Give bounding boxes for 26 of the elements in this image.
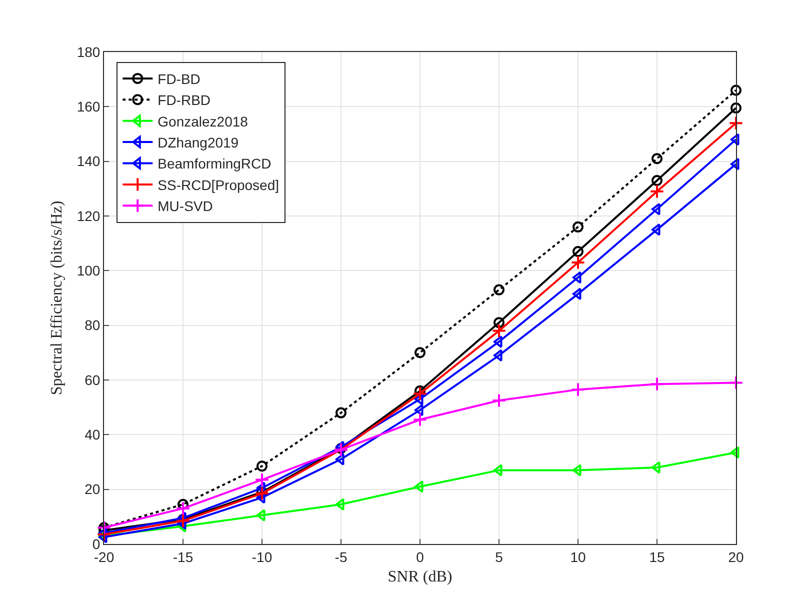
legend-label: Gonzalez2018	[158, 113, 248, 130]
y-tick-label: 100	[76, 262, 100, 279]
x-axis-title: SNR (dB)	[388, 568, 452, 586]
x-tick-label: 15	[649, 548, 665, 565]
y-tick-label: 60	[84, 372, 100, 388]
x-tick-label: -15	[172, 548, 194, 565]
legend-label: BeamformingRCD	[158, 156, 272, 172]
x-tick-label: 10	[570, 548, 586, 565]
legend-label: SS-RCD[Proposed]	[158, 176, 280, 193]
legend-label: FD-BD	[158, 70, 200, 87]
y-tick-label: 40	[84, 426, 100, 443]
x-tick-label: 20	[728, 548, 744, 565]
x-tick-label: -10	[252, 548, 272, 565]
x-tick-label: 0	[416, 548, 424, 565]
y-tick-label: 20	[84, 481, 100, 498]
legend-label: DZhang2019	[158, 134, 239, 150]
y-tick-label: 180	[76, 44, 100, 60]
y-tick-label: 160	[76, 98, 100, 115]
y-axis-title: Spectral Efficiency (bits/s/Hz)	[48, 200, 66, 396]
legend-label: MU-SVD	[158, 198, 213, 214]
y-tick-label: 140	[76, 153, 100, 170]
x-tick-label: -5	[334, 548, 348, 565]
x-tick-label: 5	[495, 548, 504, 565]
legend-label: FD-RBD	[158, 92, 211, 108]
y-tick-label: 80	[84, 317, 100, 334]
y-tick-label: 120	[76, 208, 100, 224]
